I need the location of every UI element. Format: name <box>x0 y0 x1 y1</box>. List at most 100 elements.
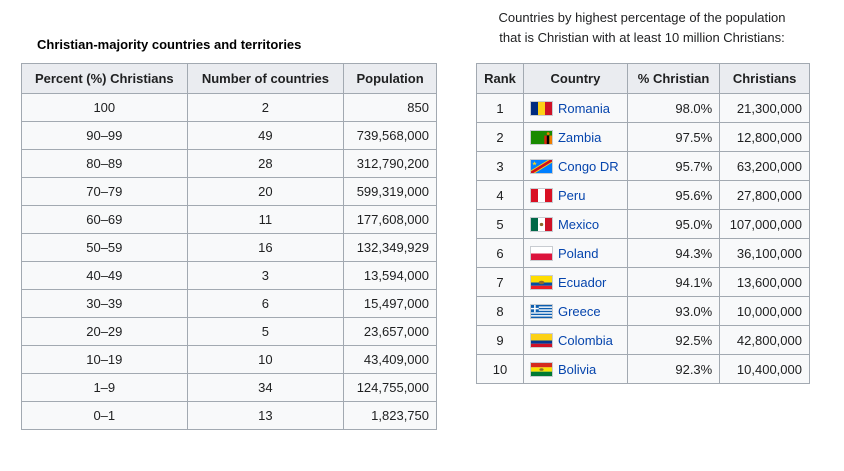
cell-christians: 10,400,000 <box>719 354 810 384</box>
table-row: 1 Romania 98.0% 21,300,000 <box>476 93 810 123</box>
mexico-flag-icon <box>529 217 553 233</box>
cell-population: 43,409,000 <box>343 345 437 374</box>
cell-percent: 70–79 <box>21 177 188 206</box>
country-link[interactable]: Congo DR <box>557 159 619 175</box>
cell-percent: 20–29 <box>21 317 188 346</box>
table-row: 5 Mexico 95.0% 107,000,000 <box>476 209 810 239</box>
cell-rank: 5 <box>476 209 524 239</box>
cell-percent: 90–99 <box>21 121 188 150</box>
cell-percent-christian: 93.0% <box>626 296 721 326</box>
cell-percent: 1–9 <box>21 373 188 402</box>
country-link[interactable]: Romania <box>557 101 610 117</box>
congo-dr-flag-icon <box>529 159 553 175</box>
cell-population: 23,657,000 <box>343 317 437 346</box>
cell-christians: 36,100,000 <box>719 238 810 268</box>
christian-majority-table: Percent (%) Christians Number of countri… <box>21 63 437 430</box>
greece-flag-icon <box>529 304 553 320</box>
header-christians[interactable]: Christians <box>719 63 810 94</box>
country-link[interactable]: Greece <box>557 304 601 320</box>
cell-country: Greece <box>522 296 628 326</box>
country-link[interactable]: Peru <box>557 188 586 204</box>
cell-country: Colombia <box>522 325 628 355</box>
cell-christians: 27,800,000 <box>719 180 810 210</box>
peru-flag-icon <box>529 188 553 204</box>
cell-percent-christian: 92.5% <box>626 325 721 355</box>
colombia-flag-icon <box>529 333 553 349</box>
header-population[interactable]: Population <box>343 63 437 94</box>
cell-rank: 4 <box>476 180 524 210</box>
cell-population: 15,497,000 <box>343 289 437 318</box>
cell-population: 850 <box>343 93 437 122</box>
cell-population: 739,568,000 <box>343 121 437 150</box>
cell-percent-christian: 95.6% <box>626 180 721 210</box>
cell-christians: 21,300,000 <box>719 93 810 123</box>
table-row: 90–99 49 739,568,000 <box>21 121 437 150</box>
cell-percent-christian: 94.1% <box>626 267 721 297</box>
table-row: 4 Peru 95.6% 27,800,000 <box>476 180 810 210</box>
right-table-caption: Countries by highest percentage of the p… <box>477 8 807 48</box>
cell-christians: 63,200,000 <box>719 151 810 181</box>
table-row: 70–79 20 599,319,000 <box>21 177 437 206</box>
cell-country: Romania <box>522 93 628 123</box>
bolivia-flag-icon <box>529 362 553 378</box>
country-link[interactable]: Ecuador <box>557 275 607 291</box>
table-row: 50–59 16 132,349,929 <box>21 233 437 262</box>
cell-population: 312,790,200 <box>343 149 437 178</box>
ecuador-flag-icon <box>529 275 553 291</box>
cell-count: 13 <box>186 401 345 430</box>
cell-country: Congo DR <box>522 151 628 181</box>
cell-count: 34 <box>186 373 345 402</box>
cell-count: 49 <box>186 121 345 150</box>
table-header-row: Rank Country % Christian Christians <box>476 63 810 94</box>
romania-flag-icon <box>529 101 553 117</box>
country-link[interactable]: Poland <box>557 246 599 262</box>
right-caption-line-1: Countries by highest percentage of the p… <box>498 10 786 25</box>
header-country[interactable]: Country <box>522 63 628 94</box>
cell-percent: 10–19 <box>21 345 188 374</box>
table-row: 3 Congo DR 95.7% 63,200,000 <box>476 151 810 181</box>
table-row: 60–69 11 177,608,000 <box>21 205 437 234</box>
header-percent-christians[interactable]: Percent (%) Christians <box>21 63 188 94</box>
table-row: 6 Poland 94.3% 36,100,000 <box>476 238 810 268</box>
cell-percent-christian: 92.3% <box>626 354 721 384</box>
cell-count: 5 <box>186 317 345 346</box>
cell-population: 599,319,000 <box>343 177 437 206</box>
cell-count: 11 <box>186 205 345 234</box>
cell-percent: 100 <box>21 93 188 122</box>
cell-count: 6 <box>186 289 345 318</box>
cell-country: Ecuador <box>522 267 628 297</box>
table-row: 1–9 34 124,755,000 <box>21 373 437 402</box>
cell-rank: 2 <box>476 122 524 152</box>
cell-population: 1,823,750 <box>343 401 437 430</box>
cell-rank: 3 <box>476 151 524 181</box>
cell-percent-christian: 97.5% <box>626 122 721 152</box>
cell-country: Mexico <box>522 209 628 239</box>
header-rank[interactable]: Rank <box>476 63 524 94</box>
table-row: 10–19 10 43,409,000 <box>21 345 437 374</box>
cell-population: 177,608,000 <box>343 205 437 234</box>
country-link[interactable]: Mexico <box>557 217 600 233</box>
cell-percent: 80–89 <box>21 149 188 178</box>
country-link[interactable]: Bolivia <box>557 362 597 378</box>
cell-christians: 42,800,000 <box>719 325 810 355</box>
cell-population: 132,349,929 <box>343 233 437 262</box>
cell-percent-christian: 95.7% <box>626 151 721 181</box>
cell-count: 3 <box>186 261 345 290</box>
cell-percent-christian: 94.3% <box>626 238 721 268</box>
header-number-of-countries[interactable]: Number of countries <box>186 63 345 94</box>
header-percent-christian[interactable]: % Christian <box>626 63 721 94</box>
table-row: 10 Bolivia 92.3% 10,400,000 <box>476 354 810 384</box>
table-row: 20–29 5 23,657,000 <box>21 317 437 346</box>
top-christian-countries-table: Rank Country % Christian Christians 1 Rom… <box>476 63 810 384</box>
cell-christians: 10,000,000 <box>719 296 810 326</box>
table-row: 80–89 28 312,790,200 <box>21 149 437 178</box>
country-link[interactable]: Zambia <box>557 130 602 146</box>
cell-rank: 6 <box>476 238 524 268</box>
cell-country: Zambia <box>522 122 628 152</box>
cell-percent-christian: 98.0% <box>626 93 721 123</box>
table-row: 30–39 6 15,497,000 <box>21 289 437 318</box>
country-link[interactable]: Colombia <box>557 333 613 349</box>
table-header-row: Percent (%) Christians Number of countri… <box>21 63 437 94</box>
table-row: 40–49 3 13,594,000 <box>21 261 437 290</box>
table-row: 0–1 13 1,823,750 <box>21 401 437 430</box>
